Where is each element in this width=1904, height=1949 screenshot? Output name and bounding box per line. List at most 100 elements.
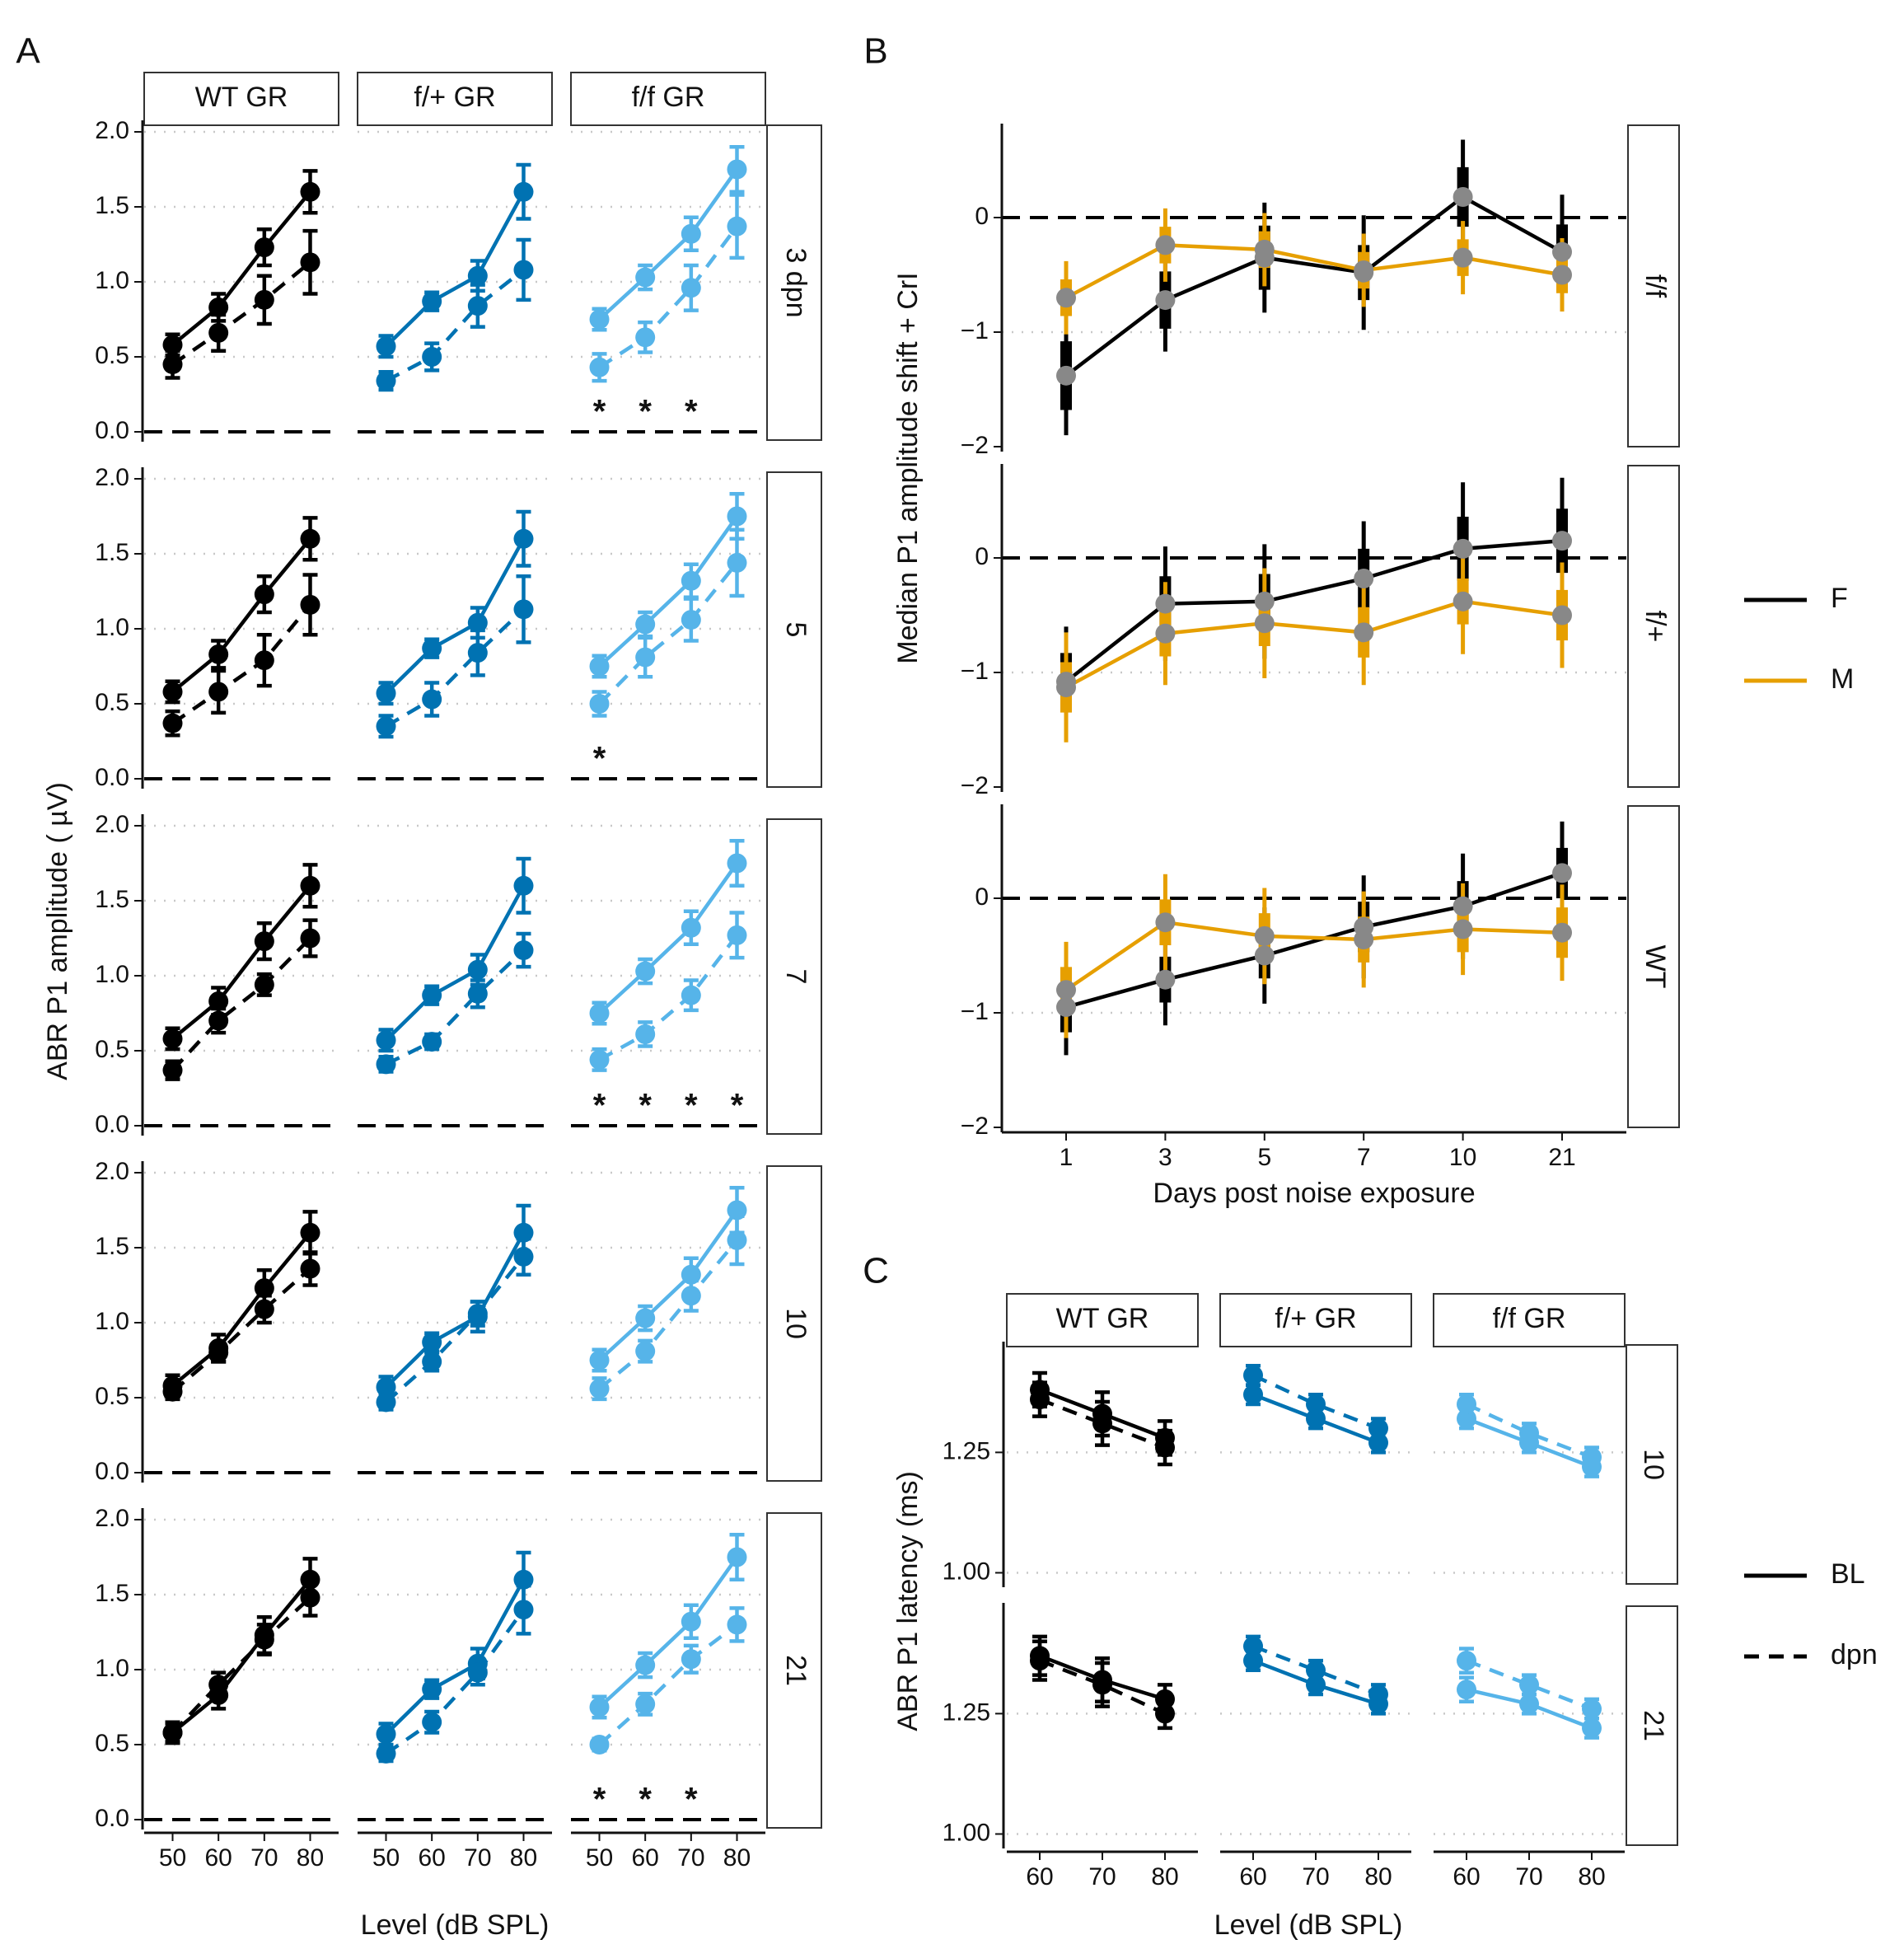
a-col-strip-1: [357, 72, 553, 126]
c-dpn-point-1-2-1: [1519, 1675, 1539, 1695]
a-dpn-point-2-2-0: [589, 1049, 610, 1070]
a-bl-line-0-0: [171, 190, 312, 347]
b-median-line-0-F: [1064, 194, 1564, 377]
c-x-axis-title: Level (dB SPL): [1214, 1909, 1403, 1941]
b-x-tick-label-4: 10: [1449, 1144, 1476, 1171]
a-dpn-point-3-0-1: [208, 1342, 229, 1363]
a-dpn-point-3-1-0: [376, 1392, 396, 1413]
a-dpn-point-2-2-2: [681, 985, 701, 1005]
a-bl-point-1-1-3: [513, 528, 534, 549]
b-median-point-0-F-4: [1453, 186, 1473, 207]
a-bl-point-1-0-3: [300, 528, 320, 549]
a-bl-point-0-1-3: [513, 181, 534, 202]
a-row-strip-3: [766, 1165, 822, 1482]
c-y-tick-label-1-1: 1.25: [943, 1698, 990, 1726]
a-dpn-point-0-1-1: [422, 347, 442, 367]
a-dpn-point-2-0-3: [300, 928, 320, 949]
b-median-point-2-M-1: [1155, 912, 1176, 933]
a-bl-point-1-1-1: [422, 638, 442, 658]
c-legend-label-1: dpn: [1831, 1639, 1878, 1670]
a-y-tick-label-2-2: 1.0: [95, 961, 129, 988]
a-bl-point-2-0-2: [254, 931, 274, 952]
a-dpn-point-1-1-3: [513, 599, 534, 620]
a-significance-0-2-1: *: [639, 394, 652, 430]
b-x-tick-label-5: 21: [1548, 1144, 1575, 1171]
a-bl-point-0-0-1: [208, 297, 229, 317]
b-median-line-2-F: [1065, 871, 1563, 1010]
a-x-tick-label-1-2: 70: [464, 1844, 491, 1872]
a-bl-point-0-2-1: [635, 267, 656, 288]
a-dpn-point-1-1-1: [422, 689, 442, 710]
a-bl-line-4-2: [597, 1556, 739, 1709]
b-median-point-2-M-4: [1453, 919, 1473, 939]
a-y-tick-label-2-4: 2.0: [95, 811, 129, 838]
b-median-line-2-M: [1064, 920, 1563, 992]
b-legend-label-1: M: [1831, 663, 1854, 695]
a-bl-point-0-2-0: [589, 309, 610, 330]
a-dpn-point-1-2-1: [635, 647, 656, 668]
a-y-tick-label-1-3: 1.5: [95, 539, 129, 566]
a-dpn-point-2-1-2: [467, 983, 488, 1004]
c-legend-label-0: BL: [1831, 1558, 1865, 1590]
a-x-tick-label-2-2: 70: [677, 1844, 704, 1872]
a-x-axis-title: Level (dB SPL): [361, 1909, 550, 1941]
c-y-tick-label-0-1: 1.25: [943, 1437, 990, 1464]
a-dpn-point-1-0-1: [208, 682, 229, 702]
a-row-strip-1-label: 5: [780, 622, 812, 638]
a-bl-point-0-1-1: [422, 291, 442, 312]
a-dpn-point-1-2-2: [681, 610, 701, 630]
a-y-tick-label-0-1: 0.5: [95, 342, 129, 369]
b-y-tick-label-1-2: −2: [961, 772, 989, 799]
a-dpn-point-3-2-1: [635, 1341, 656, 1361]
a-bl-point-2-2-1: [635, 961, 656, 982]
a-dpn-point-0-2-0: [589, 357, 610, 377]
a-bl-point-4-1-1: [422, 1679, 442, 1699]
a-col-strip-0: [143, 72, 339, 126]
c-dpn-point-1-0-0: [1030, 1651, 1050, 1671]
c-x-tick-label-1-2: 80: [1364, 1863, 1392, 1890]
a-bl-point-2-2-3: [727, 853, 747, 874]
a-dpn-point-2-2-1: [635, 1024, 656, 1044]
b-y-tick-label-2-1: −1: [961, 998, 989, 1025]
a-dpn-point-3-1-2: [467, 1304, 488, 1324]
a-dpn-line-0-0: [171, 260, 311, 366]
a-y-tick-label-4-2: 1.0: [95, 1655, 129, 1682]
a-dpn-line-3-2: [598, 1239, 739, 1390]
c-col-strip-0: [1006, 1293, 1199, 1347]
b-y-tick-label-0-0: 0: [975, 203, 989, 230]
a-dpn-point-4-1-3: [513, 1600, 534, 1620]
a-dpn-point-2-0-0: [162, 1060, 183, 1080]
c-dpn-line-0-0: [1039, 1398, 1166, 1450]
b-median-point-1-F-2: [1254, 591, 1275, 611]
b-median-point-1-M-2: [1254, 613, 1275, 634]
c-col-strip-1-label: f/+ GR: [1275, 1303, 1356, 1334]
c-dpn-point-0-0-1: [1092, 1413, 1112, 1434]
b-median-line-1-F: [1064, 538, 1563, 683]
a-bl-point-1-0-2: [254, 584, 274, 605]
a-y-axis-title: ABR P1 amplitude ( µV): [42, 782, 73, 1080]
a-bl-point-1-1-0: [376, 683, 396, 704]
a-col-strip-2-label: f/f GR: [632, 82, 705, 113]
c-dpn-line-1-1: [1252, 1644, 1379, 1697]
a-row-strip-2-label: 7: [780, 969, 812, 985]
a-y-tick-label-4-3: 1.5: [95, 1580, 129, 1607]
a-dpn-line-2-0: [171, 936, 312, 1072]
a-bl-point-2-0-3: [300, 875, 320, 896]
a-dpn-line-1-1: [385, 607, 526, 729]
c-BL-point-0-1-0: [1243, 1384, 1263, 1405]
a-y-tick-label-1-4: 2.0: [95, 464, 129, 491]
b-median-point-1-M-3: [1354, 622, 1374, 643]
c-dpn-line-0-1: [1252, 1373, 1379, 1431]
b-x-axis-title: Days post noise exposure: [1153, 1178, 1475, 1209]
b-y-tick-label-0-2: −2: [961, 432, 989, 459]
a-bl-point-3-0-2: [254, 1278, 274, 1299]
b-x-tick-label-3: 7: [1357, 1144, 1371, 1171]
a-y-tick-label-3-1: 0.5: [95, 1383, 129, 1410]
a-dpn-point-3-0-3: [300, 1258, 320, 1279]
a-dpn-point-4-0-3: [300, 1587, 320, 1608]
c-dpn-point-1-2-2: [1582, 1698, 1602, 1719]
a-dpn-line-1-0: [171, 603, 312, 725]
a-y-tick-label-2-0: 0.0: [95, 1111, 129, 1138]
c-row-strip-0: [1626, 1344, 1678, 1585]
b-median-point-1-M-0: [1056, 677, 1076, 698]
